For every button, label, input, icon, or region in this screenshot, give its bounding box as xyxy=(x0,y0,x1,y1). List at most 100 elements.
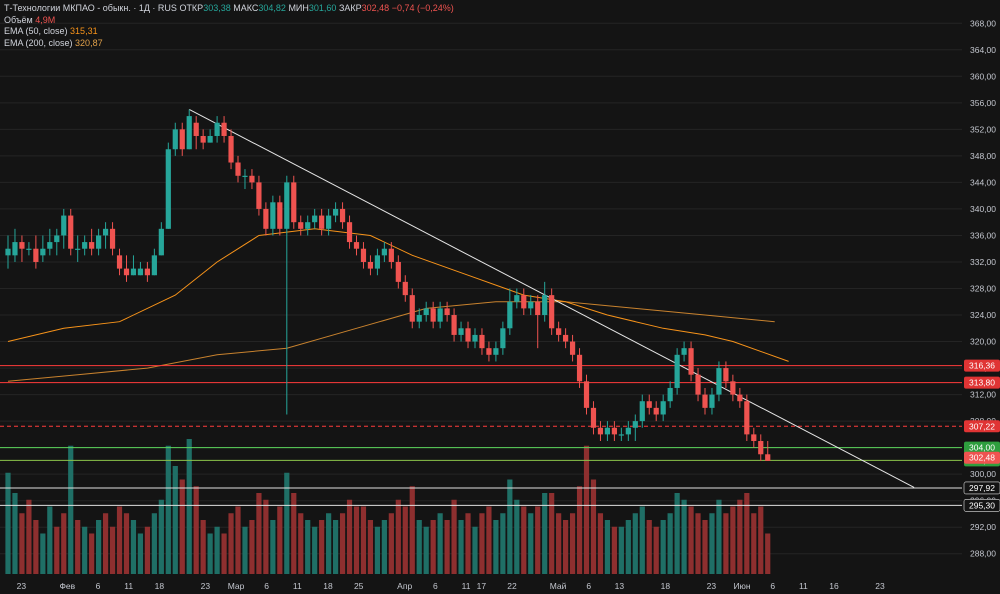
volume-bar xyxy=(68,445,74,574)
legend-ema50-row[interactable]: EMA (50, close) 315,31 xyxy=(4,26,454,38)
y-tick-label: 324,00 xyxy=(970,310,996,320)
y-tick-label: 292,00 xyxy=(970,522,996,532)
candle-body xyxy=(360,248,367,262)
candle-body xyxy=(109,228,116,249)
last-price-bg xyxy=(964,451,1000,464)
candle-body xyxy=(716,368,722,395)
x-tick-label: Апр xyxy=(397,581,412,591)
candle-body xyxy=(200,135,206,143)
legend-volume-row[interactable]: Объём 4,9M xyxy=(4,15,454,27)
volume-bar xyxy=(179,479,185,574)
volume-bar xyxy=(597,513,604,574)
volume-bar xyxy=(688,506,694,574)
candle-body xyxy=(19,242,25,249)
candle-body xyxy=(26,248,32,250)
volume-bar xyxy=(576,486,583,574)
candle-body xyxy=(688,348,694,375)
volume-bar xyxy=(228,513,234,574)
candle-body xyxy=(249,175,255,183)
candle-body xyxy=(228,135,234,163)
candle-body xyxy=(353,242,360,249)
candle-body xyxy=(542,295,548,316)
candle-body xyxy=(388,248,394,262)
volume-bar xyxy=(702,520,708,574)
volume-bar xyxy=(193,486,199,574)
candle-body xyxy=(235,162,241,176)
volume-bar xyxy=(116,506,123,574)
candle-body xyxy=(137,268,144,276)
candle-body xyxy=(312,215,318,223)
candle-body xyxy=(123,268,130,276)
volume-bar xyxy=(5,472,11,574)
level-label: 297,92 xyxy=(969,483,995,493)
volume-bar xyxy=(528,513,534,574)
volume-bar xyxy=(395,499,401,574)
symbol-title[interactable]: Т-Технологии МКПАО - обыкн. · 1Д · RUS xyxy=(4,3,177,13)
volume-bar xyxy=(82,526,88,574)
volume-bar xyxy=(40,533,46,574)
candle-body xyxy=(270,202,276,229)
candle-body xyxy=(179,129,185,150)
candle-body xyxy=(737,394,743,402)
level-label: 304,00 xyxy=(969,443,995,453)
candle-body xyxy=(402,281,408,296)
candle-body xyxy=(12,242,18,256)
volume-value: 4,9M xyxy=(35,14,56,25)
candle-body xyxy=(583,381,590,408)
candle-body xyxy=(535,301,541,316)
candle-body xyxy=(514,295,520,302)
candle-body xyxy=(144,268,150,276)
candle-body xyxy=(444,308,450,316)
candle-body xyxy=(242,175,248,177)
volume-bar xyxy=(423,526,429,574)
open-label: ОТКР xyxy=(179,3,204,13)
volume-bar xyxy=(514,499,520,574)
candle-body xyxy=(40,248,46,256)
change-value: −0,74 (−0,24%) xyxy=(391,3,454,13)
volume-bar xyxy=(744,493,750,574)
volume-bar xyxy=(653,526,659,574)
volume-bar xyxy=(430,520,436,574)
y-tick-label: 320,00 xyxy=(970,337,996,347)
volume-bar xyxy=(26,499,32,574)
candle-body xyxy=(451,315,457,335)
x-tick-label: 18 xyxy=(155,581,165,591)
candle-body xyxy=(395,261,401,282)
candle-body xyxy=(416,315,422,322)
volume-bar xyxy=(569,513,576,574)
candle-body xyxy=(277,202,283,229)
volume-bar xyxy=(12,493,18,574)
y-tick-label: 368,00 xyxy=(970,18,996,28)
x-tick-label: Июн xyxy=(733,581,750,591)
candle-body xyxy=(479,334,485,349)
y-tick-label: 348,00 xyxy=(970,151,996,161)
volume-bar xyxy=(214,526,220,574)
candle-body xyxy=(54,235,60,243)
candle-body xyxy=(646,401,652,408)
legend-ema200-row[interactable]: EMA (200, close) 320,87 xyxy=(4,38,454,50)
candle-body xyxy=(284,182,290,229)
volume-bar xyxy=(19,513,25,574)
volume-bar xyxy=(639,506,645,574)
chart-legend: Т-Технологии МКПАО - обыкн. · 1Д · RUS О… xyxy=(4,3,454,49)
volume-bar xyxy=(130,520,137,574)
level-label-bg xyxy=(964,376,1000,389)
candle-body xyxy=(625,427,631,435)
candle-body xyxy=(744,401,750,435)
y-tick-label: 360,00 xyxy=(970,71,996,81)
candle-body xyxy=(500,328,506,349)
candle-body xyxy=(556,328,562,335)
volume-bar xyxy=(305,520,311,574)
volume-bar xyxy=(332,520,339,574)
level-label: 313,80 xyxy=(969,378,995,388)
candle-body xyxy=(367,261,374,269)
volume-bar xyxy=(521,506,527,574)
low-value: 301,60 xyxy=(308,3,337,13)
y-tick-label: 332,00 xyxy=(970,257,996,267)
volume-bar xyxy=(632,513,638,574)
candle-body xyxy=(758,441,764,455)
volume-bar xyxy=(730,506,736,574)
candle-body xyxy=(214,122,220,136)
volume-bar xyxy=(542,493,548,574)
